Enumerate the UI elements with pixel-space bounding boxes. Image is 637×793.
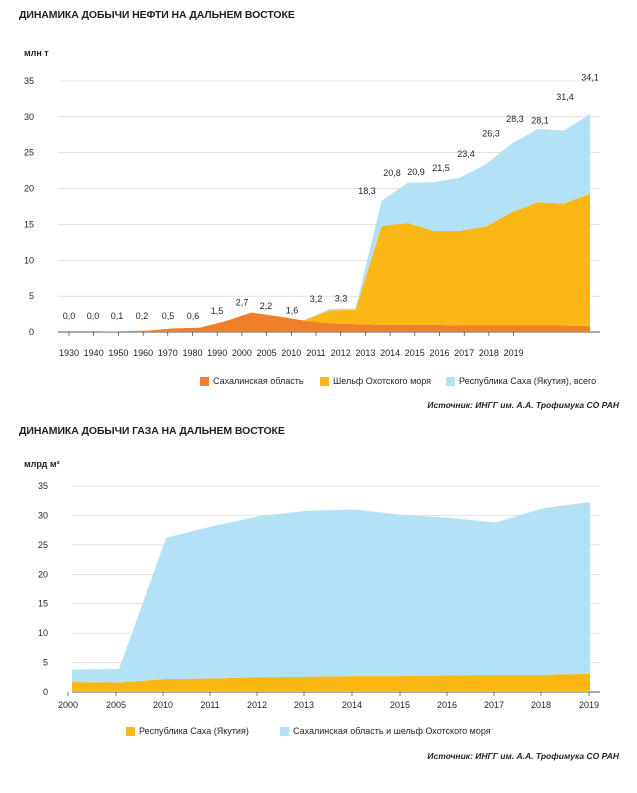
- oil-data-label: 20,9: [407, 167, 425, 177]
- gas-x-tick-2000: 2000: [58, 700, 78, 710]
- oil-legend-label-shelf: Шельф Охотского моря: [333, 376, 432, 386]
- oil-x-tick-2019: 2019: [504, 348, 524, 358]
- oil-data-label: 0,1: [111, 311, 124, 321]
- oil-data-label: 1,5: [211, 306, 224, 316]
- oil-legend-yakutia: Республика Саха (Якутия), всего: [446, 376, 596, 386]
- oil-data-label: 34,1: [581, 72, 599, 82]
- gas-legend-swatch-yakutia: [126, 726, 135, 736]
- oil-area-series-2: [69, 113, 590, 332]
- oil-x-tick-2000: 2000: [232, 348, 252, 358]
- gas-x-tick-2015: 2015: [390, 700, 410, 710]
- oil-y-tick-25: 25: [24, 148, 34, 158]
- gas-legend-label-sakhalin: Сахалинская область и шельф Охотского мо…: [293, 726, 491, 736]
- oil-data-label: 21,5: [432, 163, 450, 173]
- oil-x-tick-1970: 1970: [158, 348, 178, 358]
- gas-x-tick-2013: 2013: [294, 700, 314, 710]
- oil-data-label: 28,1: [531, 115, 549, 125]
- oil-x-tick-1950: 1950: [108, 348, 128, 358]
- gas-y-tick-10: 10: [38, 628, 48, 638]
- oil-y-tick-5: 5: [29, 291, 34, 301]
- gas-legend-sakhalin: Сахалинская область и шельф Охотского мо…: [280, 726, 491, 736]
- gas-y-tick-25: 25: [38, 540, 48, 550]
- oil-x-tick-2014: 2014: [380, 348, 400, 358]
- oil-x-tick-2018: 2018: [479, 348, 499, 358]
- oil-data-label: 2,2: [260, 301, 273, 311]
- gas-x-tick-2012: 2012: [247, 700, 267, 710]
- oil-legend-sakhalin: Сахалинская область: [200, 376, 304, 386]
- oil-y-tick-35: 35: [24, 76, 34, 86]
- oil-x-tick-2016: 2016: [429, 348, 449, 358]
- gas-y-tick-35: 35: [38, 481, 48, 491]
- oil-y-tick-20: 20: [24, 184, 34, 194]
- oil-x-tick-1930: 1930: [59, 348, 79, 358]
- gas-x-tick-2005: 2005: [106, 700, 126, 710]
- oil-data-label: 0,5: [162, 311, 175, 321]
- gas-y-tick-15: 15: [38, 599, 48, 609]
- oil-data-label: 0,6: [187, 311, 200, 321]
- oil-data-label: 3,3: [335, 293, 348, 303]
- oil-x-tick-1990: 1990: [207, 348, 227, 358]
- oil-chart: 0 5 10 15 20 25 30 35 1930 1940 1950 1960 1970 1980 19…: [24, 72, 600, 358]
- gas-x-tick-2017: 2017: [484, 700, 504, 710]
- oil-y-tick-10: 10: [24, 255, 34, 265]
- gas-legend-yakutia: Республика Саха (Якутия): [126, 726, 249, 736]
- oil-data-label: 23,4: [457, 149, 475, 159]
- gas-area-series-0: [72, 673, 590, 692]
- oil-x-tick-2011: 2011: [306, 348, 325, 358]
- gas-x-tick-2011: 2011: [200, 700, 219, 710]
- oil-data-label: 26,3: [482, 128, 500, 138]
- gas-y-unit: млрд м³: [24, 459, 60, 469]
- oil-data-label: 2,7: [236, 298, 249, 308]
- oil-data-label: 0,0: [63, 311, 76, 321]
- oil-x-tick-1980: 1980: [182, 348, 202, 358]
- oil-data-label: 31,4: [556, 92, 574, 102]
- oil-data-label: 28,3: [506, 114, 524, 124]
- oil-x-tick-1960: 1960: [133, 348, 153, 358]
- oil-legend-swatch-yakutia: [446, 376, 455, 386]
- oil-data-label: 0,0: [87, 311, 100, 321]
- oil-y-unit: млн т: [24, 48, 49, 58]
- oil-data-label: 1,6: [286, 306, 299, 316]
- oil-x-tick-2012: 2012: [331, 348, 351, 358]
- oil-area-series-1: [69, 193, 590, 332]
- oil-y-tick-0: 0: [29, 327, 34, 337]
- gas-x-tick-2014: 2014: [342, 700, 362, 710]
- oil-x-tick-2017: 2017: [454, 348, 474, 358]
- oil-source: Источник: ИНГГ им. А.А. Трофимука СО РАН: [427, 400, 619, 410]
- oil-chart-title: ДИНАМИКА ДОБЫЧИ НЕФТИ НА ДАЛЬНЕМ ВОСТОКЕ: [19, 9, 295, 21]
- gas-legend-label-yakutia: Республика Саха (Якутия): [139, 726, 249, 736]
- oil-legend-label-yakutia: Республика Саха (Якутия), всего: [459, 376, 597, 386]
- oil-x-tick-2013: 2013: [355, 348, 375, 358]
- gas-x-tick-2016: 2016: [437, 700, 457, 710]
- gas-area-series-1: [72, 501, 590, 683]
- oil-legend-swatch-shelf: [320, 376, 329, 386]
- oil-x-tick-2005: 2005: [257, 348, 277, 358]
- gas-chart-title: ДИНАМИКА ДОБЫЧИ ГАЗА НА ДАЛЬНЕМ ВОСТОКЕ: [19, 425, 285, 437]
- gas-source: Источник: ИНГГ им. А.А. Трофимука СО РАН: [427, 751, 619, 761]
- oil-data-label: 18,3: [358, 186, 376, 196]
- gas-legend-swatch-sakhalin: [280, 726, 289, 736]
- oil-data-label: 3,2: [310, 294, 323, 304]
- oil-x-tick-2015: 2015: [405, 348, 425, 358]
- gas-x-tick-2018: 2018: [531, 700, 551, 710]
- gas-y-tick-30: 30: [38, 510, 48, 520]
- oil-legend-swatch-sakhalin: [200, 376, 209, 386]
- oil-y-tick-15: 15: [24, 219, 34, 229]
- oil-data-label: 0,2: [136, 311, 149, 321]
- oil-legend-shelf: Шельф Охотского моря: [320, 376, 431, 386]
- gas-chart: 0 5 10 15 20 25 30 35 2000 2005 2010 2011 2012 2013 20…: [38, 481, 600, 710]
- oil-data-label: 20,8: [383, 168, 401, 178]
- gas-x-tick-2010: 2010: [153, 700, 173, 710]
- oil-x-tick-2010: 2010: [281, 348, 301, 358]
- gas-x-tick-2019: 2019: [579, 700, 599, 710]
- oil-legend-label-sakhalin: Сахалинская область: [213, 376, 304, 386]
- gas-y-tick-20: 20: [38, 569, 48, 579]
- gas-y-tick-0: 0: [43, 687, 48, 697]
- oil-x-tick-1940: 1940: [84, 348, 104, 358]
- oil-area-series-0: [69, 312, 590, 332]
- oil-y-tick-30: 30: [24, 112, 34, 122]
- gas-y-tick-5: 5: [43, 658, 48, 668]
